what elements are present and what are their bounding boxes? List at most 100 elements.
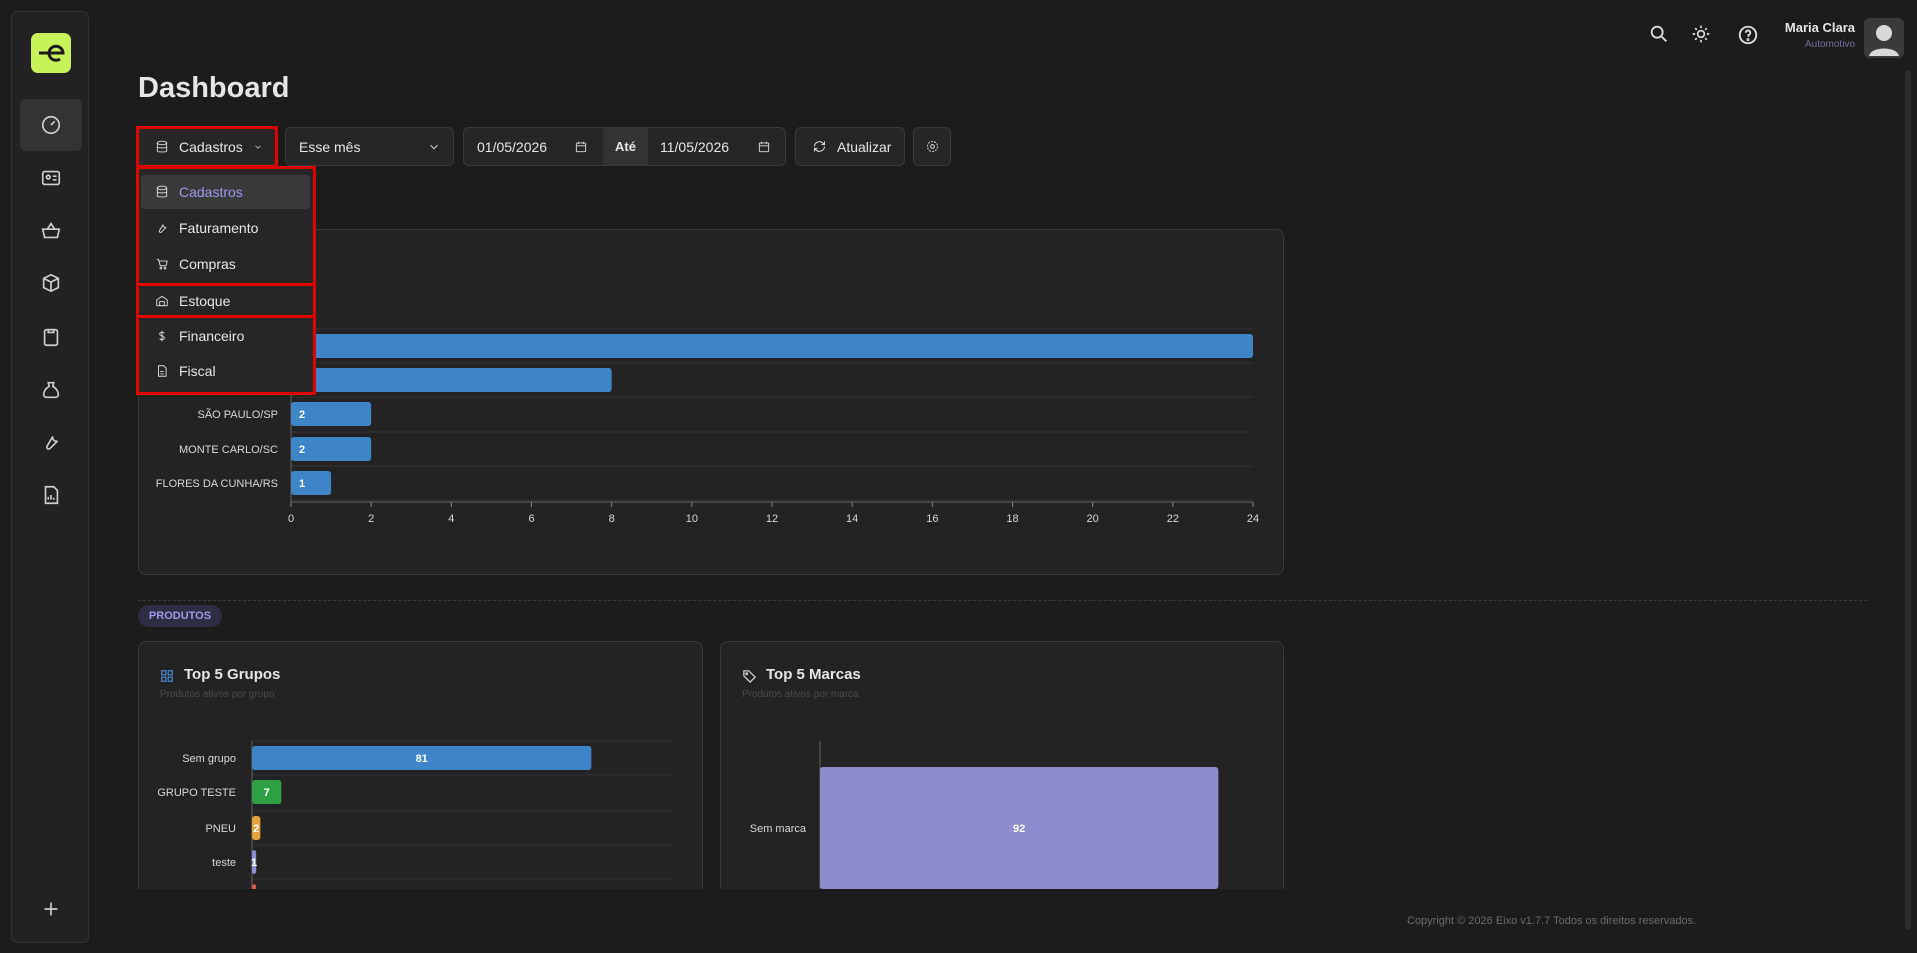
nav-finance[interactable]: [31, 370, 71, 410]
date-from[interactable]: 01/05/2026: [477, 138, 548, 155]
groups-icon: [161, 670, 173, 682]
help-icon[interactable]: [1737, 24, 1759, 46]
bar-value-label: 81: [416, 753, 428, 765]
search-icon[interactable]: [1648, 23, 1670, 45]
bar-value-label: 2: [299, 409, 305, 421]
cards-clip: Top 5 Grupos Produtos ativos por grupo T…: [138, 328, 1284, 889]
footer: Copyright © 2026 Eixo v1.7.7 Todos os di…: [1407, 915, 1697, 927]
y-tick-label: teste: [212, 857, 236, 869]
highlight-box: [136, 283, 316, 318]
bar: [252, 850, 257, 874]
menu-item[interactable]: Compras: [141, 247, 310, 281]
charts: 024681012141618202224248SÃO PAULO/SP2MON…: [156, 328, 1259, 889]
highlight-box: [136, 166, 316, 286]
bar-value-label: 1: [299, 478, 305, 490]
bar: [252, 746, 592, 770]
y-tick-label: GRUPO TESTE: [157, 787, 236, 799]
x-tick-label: 10: [686, 513, 698, 525]
y-tick-label: MONTE CARLO/SC: [179, 444, 278, 456]
x-tick-label: 22: [1167, 513, 1179, 525]
bar: [291, 437, 372, 461]
nav-sales[interactable]: [31, 211, 71, 251]
settings-button[interactable]: [913, 127, 951, 166]
menu-label: Financeiro: [179, 328, 245, 344]
x-tick-label: 18: [1006, 513, 1018, 525]
bar-value-label: 7: [264, 787, 270, 799]
menu-icon: [159, 330, 165, 342]
page-title: Dashboard: [138, 72, 290, 104]
x-tick-label: 14: [846, 513, 858, 525]
period-select[interactable]: Esse mês: [285, 127, 454, 166]
chart-title: Top 5 Marcas: [766, 666, 861, 683]
date-range: 01/05/2026 Até 11/05/2026: [463, 127, 786, 166]
bar: [252, 780, 282, 804]
chart-title: Top 5 Grupos: [184, 666, 281, 683]
x-tick-label: 24: [1247, 513, 1259, 525]
nav-dashboard[interactable]: [20, 99, 82, 151]
scrollbar[interactable]: [1905, 70, 1911, 930]
tag-icon: [743, 670, 757, 684]
nav-products[interactable]: [31, 263, 71, 303]
chart-subtitle: Produtos ativos por marca: [742, 689, 859, 700]
x-tick-label: 12: [766, 513, 778, 525]
menu-label: Compras: [179, 256, 236, 272]
x-tick-label: 20: [1087, 513, 1099, 525]
refresh-label: Atualizar: [837, 138, 892, 155]
logo[interactable]: [31, 33, 71, 73]
section-label: PRODUTOS: [138, 605, 222, 627]
module-label: Cadastros: [179, 138, 243, 155]
menu-item[interactable]: Faturamento: [141, 211, 310, 245]
menu-item[interactable]: Fiscal: [141, 354, 310, 388]
nav-contacts[interactable]: [31, 158, 71, 198]
bar: [252, 884, 257, 889]
bar-value-label: 2: [253, 823, 259, 835]
menu-label: Cadastros: [179, 184, 243, 200]
menu-label: Faturamento: [179, 220, 259, 236]
y-tick-label: SÃO PAULO/SP: [198, 408, 279, 421]
menu-label: Estoque: [179, 293, 231, 309]
menu-item[interactable]: Financeiro: [141, 319, 310, 353]
menu-label: Fiscal: [179, 363, 216, 379]
nav-orders[interactable]: [31, 317, 71, 357]
bar: [291, 334, 1253, 358]
date-to[interactable]: 11/05/2026: [660, 138, 730, 155]
menu-item[interactable]: Cadastros: [141, 175, 310, 209]
bar-value-label: 1: [251, 857, 257, 869]
highlight-box: [136, 126, 278, 168]
menu-icon: [156, 185, 168, 198]
menu-icon: [158, 224, 167, 233]
bar: [291, 471, 332, 495]
nav-add[interactable]: [31, 889, 71, 929]
bar: [820, 767, 1219, 889]
sidebar: [11, 11, 89, 943]
menu-icon: [156, 295, 168, 307]
nav-reports[interactable]: [31, 475, 71, 515]
module-menu: Cadastros Faturamento Compras Estoque Financ…: [136, 167, 315, 394]
nav-service[interactable]: [31, 422, 71, 462]
x-tick-label: 0: [288, 513, 294, 525]
bar: [291, 402, 372, 426]
y-tick-label: Sem grupo: [182, 753, 236, 765]
user-role: Automotivo: [1804, 39, 1855, 50]
menu-item[interactable]: Estoque: [141, 284, 310, 318]
highlight-box: [136, 315, 316, 395]
x-tick-label: 6: [528, 513, 534, 525]
y-tick-label: Sem marca: [750, 823, 807, 835]
avatar[interactable]: [1864, 18, 1904, 58]
section-divider: [138, 600, 1867, 601]
theme-icon[interactable]: [1691, 24, 1711, 44]
bar-value-label: 2: [299, 444, 305, 456]
x-tick-label: 2: [368, 513, 374, 525]
y-tick-label: FLORES DA CUNHA/RS: [156, 478, 278, 490]
bar: [252, 816, 261, 840]
bar-value-label: 92: [1013, 823, 1025, 835]
bar: [291, 368, 612, 392]
x-tick-label: 4: [448, 513, 454, 525]
user-name: Maria Clara: [1784, 20, 1855, 35]
refresh-button[interactable]: Atualizar: [795, 127, 905, 166]
chart-subtitle: Produtos ativos por grupo: [160, 689, 275, 700]
period-label: Esse mês: [299, 138, 361, 155]
until-label: Até: [603, 128, 648, 165]
y-tick-label: PNEU: [205, 823, 236, 835]
